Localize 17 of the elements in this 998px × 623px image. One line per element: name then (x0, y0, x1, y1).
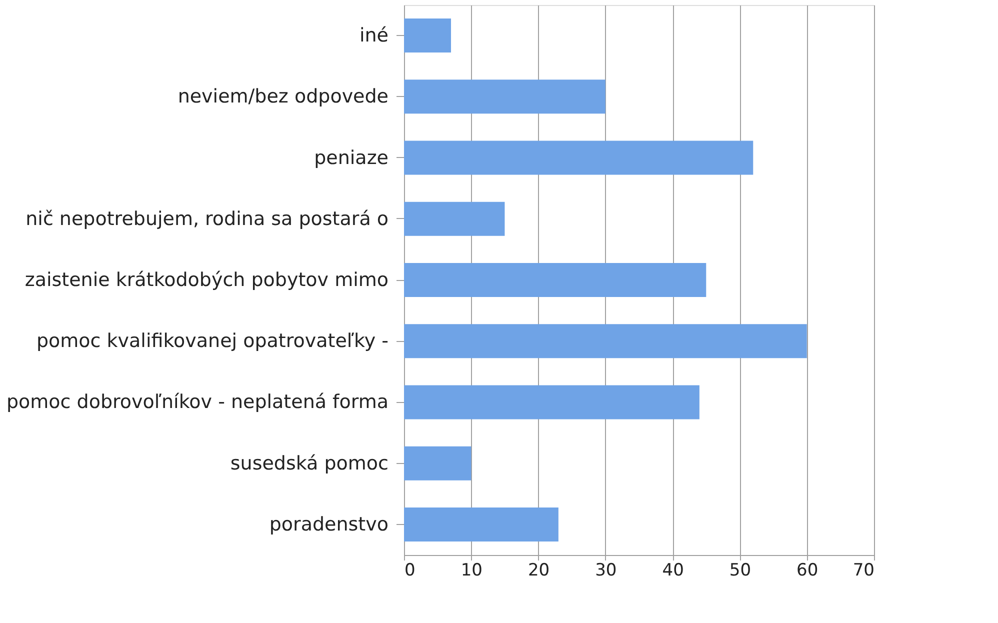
y-tick-label: neviem/bez odpovede (178, 86, 388, 108)
y-tick-label: nič nepotrebujem, rodina sa postará o (26, 208, 388, 230)
x-tick-label: 10 (460, 560, 482, 580)
x-tick-label: 30 (595, 560, 617, 580)
x-tick-label: 60 (796, 560, 818, 580)
y-tick-label: pomoc kvalifikovanej opatrovateľky - (36, 330, 388, 352)
y-tick-label: peniaze (314, 146, 388, 169)
y-tick-label: iné (359, 24, 388, 47)
y-tick-label: pomoc dobrovoľníkov - neplatená forma (6, 391, 388, 414)
y-tick-label: zaistenie krátkodobých pobytov mimo (24, 269, 388, 291)
x-tick-label: 70 (852, 560, 874, 580)
y-tick-label: poradenstvo (269, 513, 388, 536)
x-tick-label: 0 (404, 560, 416, 580)
y-tick-label: susedská pomoc (230, 452, 388, 474)
x-tick-label: 40 (662, 560, 684, 580)
x-tick-label: 20 (528, 560, 550, 580)
x-tick-label: 50 (729, 560, 752, 580)
